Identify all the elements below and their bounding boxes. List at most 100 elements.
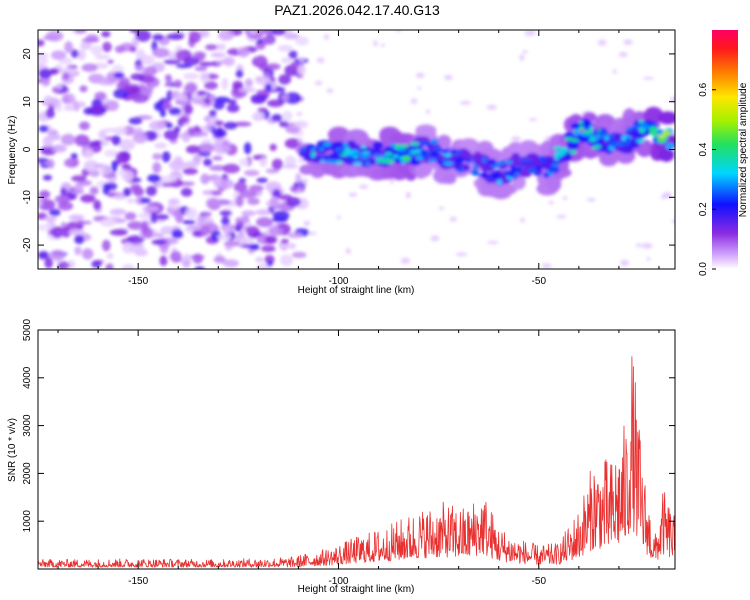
heatmap-cell [183, 72, 199, 80]
heatmap-cell [625, 137, 632, 143]
heatmap-cell [75, 101, 86, 108]
heatmap-cell [152, 153, 163, 160]
heatmap-cell [638, 119, 644, 124]
heatmap-cell [199, 71, 210, 84]
heatmap-cell [392, 154, 399, 159]
heatmap-cell [222, 259, 240, 268]
heatmap-cell [184, 82, 198, 94]
heatmap-cell [219, 210, 232, 217]
heatmap-cell [109, 229, 128, 236]
heatmap-cell [126, 198, 136, 204]
heatmap-cell [342, 142, 348, 147]
heatmap-cell [280, 254, 293, 267]
snr-background [38, 330, 675, 569]
heatmap-cell [553, 146, 562, 151]
heatmap-cell [109, 208, 127, 216]
heatmap-cell [161, 151, 171, 163]
heatmap-cell [152, 162, 162, 174]
heatmap-cell [221, 77, 229, 90]
heatmap-cell [272, 189, 281, 199]
colorbar-tick-label: 0.0 [698, 262, 709, 276]
heatmap-cell [131, 93, 149, 103]
snr-ytick-label: 1000 [22, 510, 33, 533]
heatmap-cell [242, 214, 249, 221]
heatmap-cell [455, 252, 468, 257]
heatmap-cell [282, 110, 293, 122]
heatmap-cell [316, 144, 324, 149]
heatmap-cell [126, 235, 145, 244]
heatmap-cell [49, 68, 59, 75]
heatmap-cell [182, 253, 191, 261]
heatmap-cell [38, 39, 45, 47]
heatmap-cell [243, 142, 252, 155]
snr-frame [37, 329, 676, 570]
heatmap-cell [62, 72, 70, 81]
heatmap-cell [570, 138, 580, 143]
heatmap-cell [598, 129, 604, 134]
heatmap-cell [102, 183, 110, 195]
heatmap-cell [134, 65, 145, 72]
heatmap-cell [562, 196, 568, 201]
heatmap-cell [90, 104, 103, 116]
heatmap-cell [216, 59, 230, 65]
heatmap-cell [260, 36, 275, 45]
heatmap-cell [94, 54, 111, 60]
heatmap-cell [266, 260, 273, 267]
colorbar-label: Normalized spectral amplitude [738, 82, 749, 217]
heatmap-cell [130, 73, 145, 81]
heatmap-cell [223, 121, 238, 130]
heatmap-cell [79, 121, 90, 131]
heatmap-cell [255, 257, 264, 263]
heatmap-cell [210, 52, 226, 58]
heatmap-cell [410, 98, 418, 105]
heatmap-cell [661, 136, 669, 141]
heatmap-cell [402, 155, 412, 162]
heatmap-cell [265, 168, 280, 174]
heatmap-cell [618, 51, 628, 58]
heatmap-cell [440, 149, 451, 153]
heatmap-cell [45, 108, 55, 119]
heatmap-cell [551, 163, 561, 168]
heatmap-cell [213, 176, 223, 188]
heatmap-cell [597, 39, 607, 46]
snr-ylabel: SNR (10 * v/v) [7, 418, 18, 482]
heatmap-cell [130, 40, 140, 47]
heatmap-cell [160, 226, 176, 235]
heatmap-cell [459, 100, 472, 105]
heatmap-cell [166, 74, 173, 86]
heatmap-cell [175, 92, 188, 102]
heatmap-cell [199, 61, 214, 67]
heatmap-cell [38, 158, 49, 163]
heatmap-cell [63, 104, 77, 111]
heatmap-cell [163, 59, 181, 65]
heatmap-cell [604, 136, 610, 141]
heatmap-cell [405, 191, 412, 199]
heatmap-cell [290, 186, 298, 192]
colorbar-tick-label: 0.6 [698, 82, 709, 96]
heatmap-cell [422, 149, 427, 155]
heatmap-cell [196, 215, 207, 228]
heatmap-cell [607, 134, 615, 138]
heatmap-cell [38, 200, 43, 207]
heatmap-cell [139, 197, 151, 204]
heatmap-cell [38, 68, 52, 79]
heatmap-cell [51, 50, 67, 60]
heatmap-cell [554, 157, 559, 161]
heatmap-cell [239, 189, 257, 199]
heatmap-cell [114, 45, 125, 54]
heatmap-cell [185, 145, 201, 154]
snr-ytick-label: 3000 [22, 414, 33, 437]
heatmap-cell [295, 36, 309, 46]
heatmap-cell [187, 127, 195, 133]
heatmap-cell [129, 243, 145, 254]
heatmap-cell [222, 163, 241, 174]
heatmap-cell [360, 145, 367, 149]
heatmap-cell [81, 63, 98, 72]
heatmap-cell [237, 47, 250, 58]
chart-title: PAZ1.2026.042.17.40.G13 [274, 2, 440, 18]
heatmap-cell [328, 160, 338, 165]
heatmap-cell [251, 112, 265, 122]
heatmap-cell [310, 151, 316, 158]
